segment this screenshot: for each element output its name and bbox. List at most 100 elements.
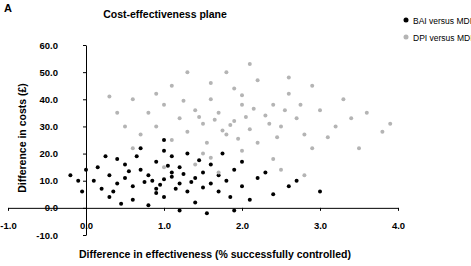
point [271, 157, 275, 161]
point [154, 187, 158, 191]
point [217, 190, 221, 194]
x-tick: 4.0 [392, 208, 405, 231]
point [248, 198, 252, 202]
series [68, 138, 322, 215]
point [341, 97, 345, 101]
point [162, 149, 166, 153]
point [146, 173, 150, 177]
x-axis-title: Difference in effectiveness (% successfu… [79, 248, 351, 260]
x-tick-mark [242, 208, 243, 211]
point [96, 165, 100, 169]
y-tick-mark [83, 72, 86, 73]
point [170, 84, 174, 88]
point [170, 175, 174, 179]
point [84, 168, 88, 172]
point [68, 173, 72, 177]
point [248, 127, 252, 131]
legend-marker [404, 18, 409, 23]
point [224, 179, 228, 183]
x-tick-label: -1.0 [0, 220, 16, 231]
point [193, 200, 197, 204]
point [178, 165, 182, 169]
point [185, 152, 189, 156]
point [166, 164, 170, 168]
point [76, 179, 80, 183]
point [271, 103, 275, 107]
point [310, 84, 314, 88]
y-tick-label: 30.0 [40, 121, 59, 132]
series [107, 62, 392, 177]
point [139, 133, 143, 137]
y-axis-title: Difference in costs (£) [16, 83, 28, 193]
point [205, 141, 209, 145]
x-axis: -1.00.01.02.03.04.0 [0, 208, 405, 231]
point [80, 190, 84, 194]
point [154, 191, 158, 195]
point [104, 154, 108, 158]
point [252, 107, 256, 111]
point [178, 209, 182, 213]
y-tick-label: 40.0 [40, 94, 59, 105]
point [178, 181, 182, 185]
point [127, 169, 131, 173]
point [283, 108, 287, 112]
point [213, 118, 217, 122]
point [178, 116, 182, 120]
point [154, 92, 158, 96]
point [170, 171, 174, 175]
point [201, 171, 205, 175]
legend-label: BAI versus MDI [413, 16, 471, 26]
point [170, 154, 174, 158]
point [115, 157, 119, 161]
point [119, 202, 123, 206]
point [201, 152, 205, 156]
point [185, 130, 189, 134]
point [209, 81, 213, 85]
point [162, 177, 166, 181]
y-tick-mark [83, 181, 86, 182]
point [107, 173, 111, 177]
point [263, 114, 267, 118]
point [287, 92, 291, 96]
point [139, 146, 143, 150]
point [209, 162, 213, 166]
point [357, 146, 361, 150]
point [201, 186, 205, 190]
y-tick-label: 10.0 [40, 175, 59, 186]
point [201, 122, 205, 126]
point [318, 190, 322, 194]
y-tick-mark [83, 235, 86, 236]
point [131, 146, 135, 150]
point [146, 111, 150, 115]
plot-area [68, 62, 392, 215]
point [256, 141, 260, 145]
point [228, 195, 232, 199]
point [217, 111, 221, 115]
y-tick: 20.0 [40, 148, 87, 159]
point [209, 181, 213, 185]
x-tick-mark [320, 208, 321, 211]
point [263, 171, 267, 175]
point [146, 203, 150, 207]
point [244, 115, 248, 119]
y-tick-mark [83, 99, 86, 100]
point [221, 129, 225, 133]
point [139, 168, 143, 172]
point [100, 187, 104, 191]
y-tick-label: 20.0 [40, 148, 59, 159]
point [197, 115, 201, 119]
point [240, 93, 244, 97]
point [162, 165, 166, 169]
x-tick-label: 1.0 [158, 220, 171, 231]
y-tick: -10.0 [36, 230, 86, 241]
point [158, 183, 162, 187]
point [209, 156, 213, 160]
point [131, 198, 135, 202]
point [162, 195, 166, 199]
point [154, 160, 158, 164]
point [271, 192, 275, 196]
point [182, 99, 186, 103]
point [170, 138, 174, 142]
point [189, 180, 193, 184]
panel-label: A [4, 2, 12, 14]
